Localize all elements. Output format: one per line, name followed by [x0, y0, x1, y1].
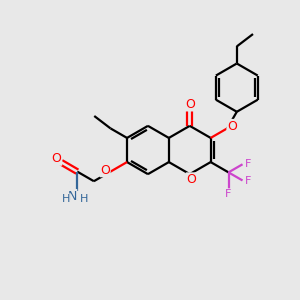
Text: O: O — [186, 173, 196, 186]
Text: H: H — [62, 194, 70, 204]
Text: O: O — [185, 98, 195, 111]
Text: O: O — [227, 119, 237, 133]
Text: H: H — [80, 194, 88, 204]
Text: F: F — [244, 159, 251, 169]
Text: F: F — [244, 176, 251, 186]
Text: N: N — [67, 190, 77, 202]
Text: O: O — [100, 164, 110, 177]
Text: F: F — [225, 189, 232, 199]
Text: O: O — [52, 152, 61, 165]
